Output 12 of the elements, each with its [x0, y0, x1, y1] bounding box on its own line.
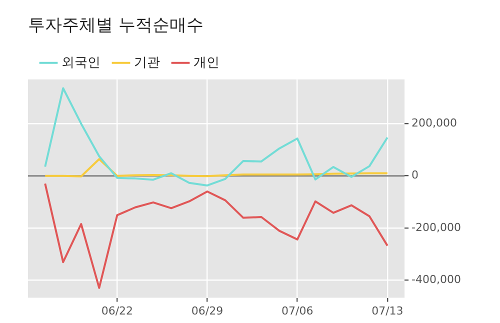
x-tick-label: 06/29 [191, 304, 224, 318]
x-tick-label: 06/22 [101, 304, 134, 318]
y-tick-label: -400,000 [412, 272, 462, 286]
legend-label: 개인 [194, 55, 220, 70]
y-tick-label: -200,000 [412, 220, 462, 234]
x-tick-label: 07/06 [281, 304, 314, 318]
legend-label: 기관 [134, 55, 160, 70]
x-tick-label: 07/13 [372, 304, 404, 318]
chart-title: 투자주체별 누적순매수 [28, 16, 204, 36]
y-tick-label: 200,000 [412, 116, 458, 130]
legend-label: 외국인 [62, 55, 100, 70]
y-tick-label: 0 [412, 168, 419, 182]
